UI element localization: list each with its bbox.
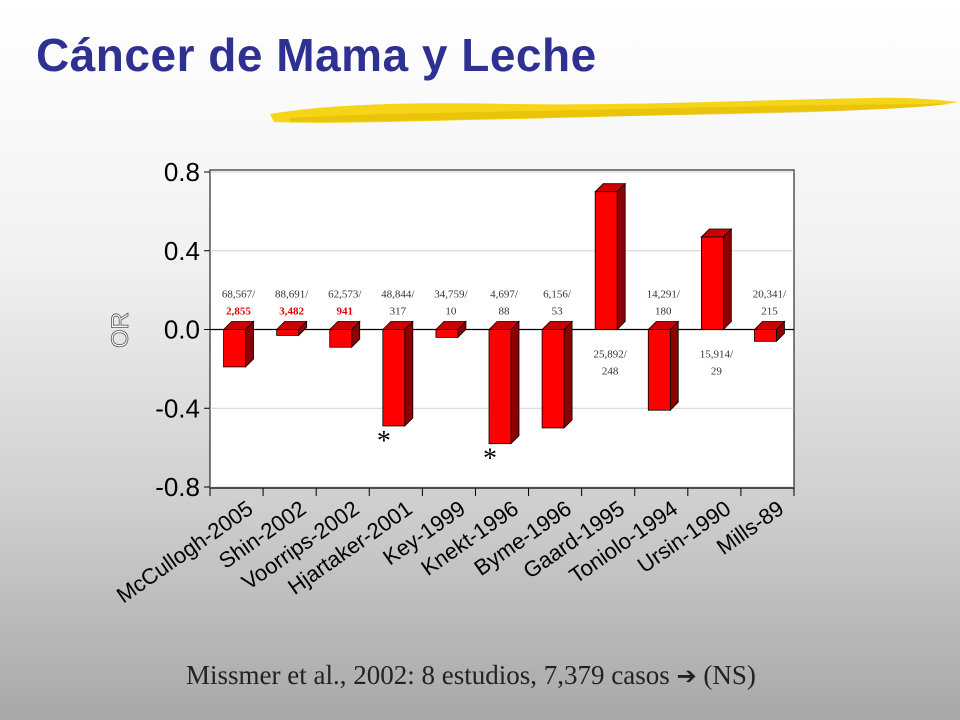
- y-axis-label: OR: [107, 312, 134, 348]
- bar-shin-2002: [275, 320, 308, 337]
- footnote-text: Missmer et al., 2002: 8 estudios, 7,379 …: [186, 660, 670, 690]
- bar-front: [700, 236, 724, 330]
- bar-front: [223, 329, 246, 368]
- bar-front: [541, 329, 565, 429]
- data-label-bottom: 29: [711, 366, 723, 378]
- data-label-top: 48,844/: [381, 289, 415, 301]
- y-axis-ticks: 0.8 0.4 0.0 -0.4 -0.8: [155, 157, 210, 502]
- bar-front: [329, 329, 353, 348]
- data-label-bottom: 53: [552, 306, 564, 318]
- data-label-top: 15,914/: [700, 349, 734, 361]
- bar-toniolo-1994: [647, 320, 680, 412]
- y-tick-label: 0.0: [164, 315, 200, 345]
- bar-side: [616, 182, 626, 331]
- right-arrow-icon: ➔: [676, 662, 697, 690]
- data-label-top: 62,573/: [328, 289, 362, 301]
- bar-voorrips-2002: [328, 320, 361, 349]
- bar-side: [404, 320, 414, 427]
- y-tick-label: -0.8: [155, 472, 200, 502]
- bar-knekt-1996: [488, 320, 520, 445]
- y-tick-label: -0.4: [155, 393, 200, 423]
- bar-front: [435, 329, 459, 338]
- data-label-top: 88,691/: [275, 289, 309, 301]
- data-label-top: 6,156/: [543, 289, 572, 301]
- data-label-top: 14,291/: [647, 289, 681, 301]
- significance-marker: *: [483, 444, 497, 475]
- brush-stroke-decoration: [270, 97, 958, 123]
- y-tick-label: 0.8: [164, 157, 200, 187]
- bar-key-1999: [434, 320, 467, 339]
- bar-side: [563, 320, 573, 429]
- bar-side: [510, 320, 520, 445]
- bar-front: [647, 329, 671, 411]
- data-label-bottom: 10: [445, 306, 457, 318]
- data-label-top: 68,567/: [222, 289, 256, 301]
- bar-side: [722, 228, 732, 331]
- bar-front: [382, 329, 406, 427]
- bar-byme-1996: [541, 320, 574, 429]
- y-tick-label: 0.4: [164, 236, 200, 266]
- bar-ursin-1990: [700, 228, 733, 331]
- data-label-bottom: 215: [761, 306, 778, 318]
- brush-stroke-shade: [290, 104, 950, 122]
- source-footnote: Missmer et al., 2002: 8 estudios, 7,379 …: [186, 660, 756, 691]
- data-labels: 68,567/2,855 88,691/3,482 62,573/941 48,844…: [222, 289, 787, 475]
- significance-marker: *: [377, 426, 391, 457]
- data-label-bottom: 88: [499, 306, 511, 318]
- data-label-bottom: 180: [655, 306, 672, 318]
- data-label-top: 25,892/: [594, 349, 628, 361]
- bar-side: [669, 320, 679, 412]
- bar-mills-89: [753, 320, 786, 343]
- data-label-bottom: 317: [390, 306, 407, 318]
- bar-front: [594, 191, 618, 330]
- slide-title: Cáncer de Mama y Leche: [36, 29, 597, 81]
- data-label-top: 34,759/: [434, 289, 468, 301]
- data-label-bottom: 3,482: [279, 306, 304, 318]
- bar-front: [754, 329, 777, 342]
- bar-front: [488, 329, 512, 445]
- data-label-bottom: 248: [602, 366, 619, 378]
- bar-mccullogh-2005: [222, 320, 255, 368]
- data-label-bottom: 941: [336, 306, 353, 318]
- bar-front: [276, 329, 300, 336]
- bars: [222, 182, 786, 445]
- bar-chart: 0.8 0.4 0.0 -0.4 -0.8 OR 68,567/2,855 88,691/…: [107, 157, 795, 608]
- data-label-top: 4,697/: [490, 289, 519, 301]
- data-label-top: 20,341/: [753, 289, 787, 301]
- bar-hjartaker-2001: [381, 320, 414, 427]
- data-label-bottom: 2,855: [226, 306, 251, 318]
- bar-gaard-1995: [594, 182, 627, 331]
- footnote-result: (NS): [703, 660, 756, 690]
- x-axis-ticks: McCullogh-2005Shin-2002Voorrips-2002Hjar…: [112, 488, 795, 608]
